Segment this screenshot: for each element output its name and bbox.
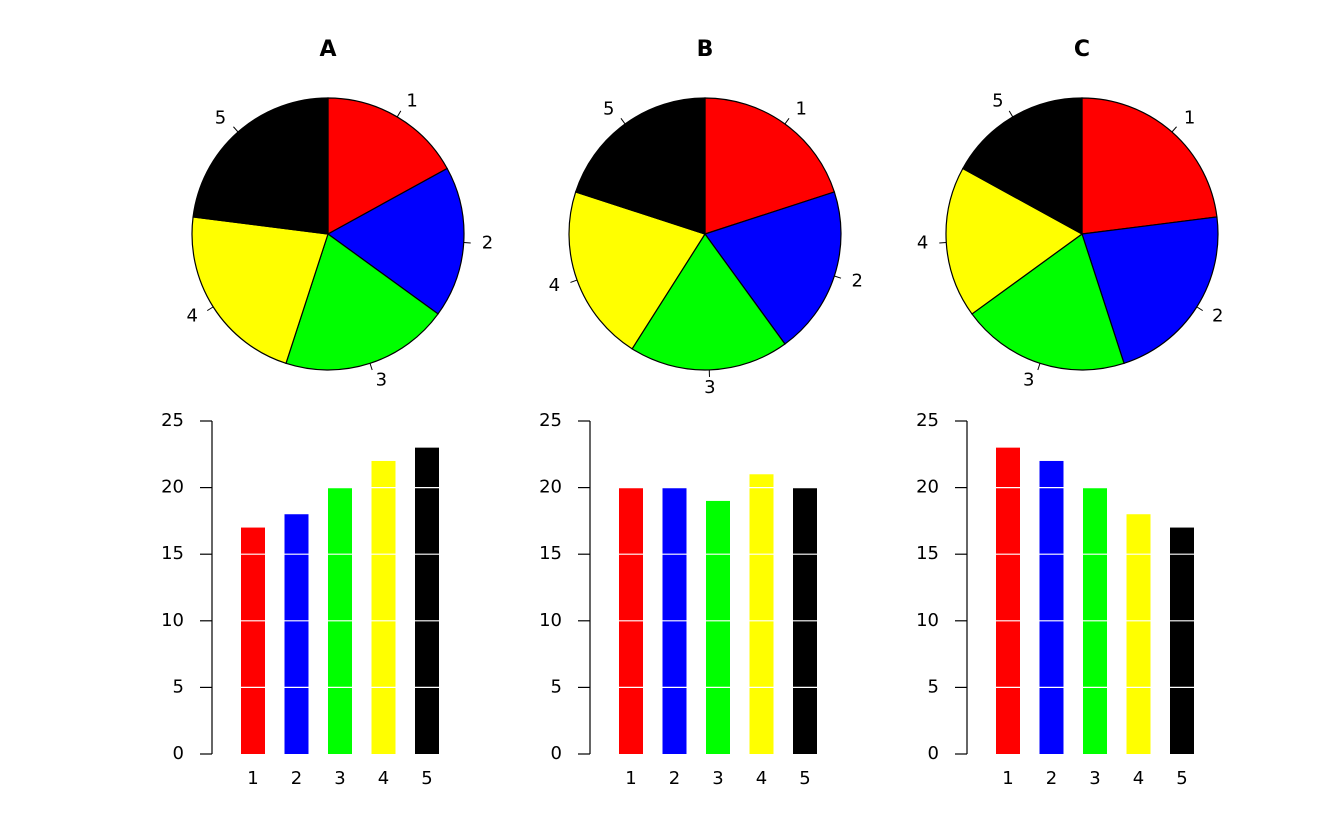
x-tick-label: 1 xyxy=(625,768,636,789)
x-tick-label: 5 xyxy=(1176,768,1187,789)
bar-chart-2: 1 2 3 4 5 0 5 10 15 20 25 xyxy=(539,410,819,789)
pie-slice-label: 1 xyxy=(1184,107,1195,128)
pie-slice-label: 2 xyxy=(482,233,493,254)
panel-title: A xyxy=(319,37,336,62)
x-tick-label: 3 xyxy=(712,768,723,789)
x-tick-label: 4 xyxy=(378,768,389,789)
pie-slice-label: 3 xyxy=(704,377,715,398)
pie-slice-label: 2 xyxy=(1212,306,1223,327)
pie-slice-label: 2 xyxy=(851,271,862,292)
bar-1 xyxy=(241,527,265,754)
x-tick-label: 5 xyxy=(421,768,432,789)
y-tick-label: 25 xyxy=(161,410,184,431)
pie-slice-label: 1 xyxy=(406,90,417,111)
pie-slice-label: 4 xyxy=(187,306,198,327)
y-tick-label: 5 xyxy=(551,676,562,697)
pie-slice-label: 5 xyxy=(992,90,1003,111)
bar-2 xyxy=(1039,460,1064,754)
pie-label-tick xyxy=(233,126,239,133)
pie-chart-a: A 1 2 3 4 5 xyxy=(187,37,494,390)
pie-slice-4 xyxy=(568,191,706,350)
x-tick-label: 4 xyxy=(756,768,767,789)
pie-slice-5 xyxy=(192,97,329,235)
bar-4 xyxy=(371,460,396,754)
bar-5 xyxy=(1170,527,1194,754)
bar-1 xyxy=(996,447,1020,754)
y-tick-label: 5 xyxy=(928,676,939,697)
pie-label-tick xyxy=(369,363,373,371)
x-tick-label: 3 xyxy=(334,768,345,789)
pie-slice-2 xyxy=(326,167,465,315)
y-tick-label: 10 xyxy=(916,610,939,631)
x-tick-label: 1 xyxy=(247,768,258,789)
pie-chart-c: C 1 2 3 4 5 xyxy=(917,37,1224,390)
y-tick-label: 15 xyxy=(916,543,939,564)
pie-label-tick xyxy=(784,118,790,125)
x-tick-label: 5 xyxy=(799,768,810,789)
pie-slice-3 xyxy=(631,232,786,371)
pie-chart-b: B 1 2 3 4 5 xyxy=(549,37,863,398)
panel-title: B xyxy=(697,37,714,62)
y-tick-label: 25 xyxy=(916,410,939,431)
y-tick-label: 0 xyxy=(551,743,562,764)
pie-label-tick xyxy=(1037,363,1041,371)
y-tick-label: 5 xyxy=(173,676,184,697)
pie-slice-1 xyxy=(327,97,448,236)
pie-label-tick xyxy=(1196,306,1204,312)
y-tick-label: 10 xyxy=(539,610,562,631)
y-tick-label: 20 xyxy=(916,477,939,498)
y-tick-label: 20 xyxy=(539,477,562,498)
pie-slice-4 xyxy=(945,167,1084,315)
pie-slice-label: 4 xyxy=(917,233,928,254)
x-tick-label: 2 xyxy=(1046,768,1057,789)
x-tick-label: 2 xyxy=(291,768,302,789)
bar-chart-3: 1 2 3 4 5 0 5 10 15 20 25 xyxy=(916,410,1196,789)
x-tick-label: 4 xyxy=(1133,768,1144,789)
y-tick-label: 0 xyxy=(928,743,939,764)
bar-5 xyxy=(415,447,439,754)
pie-slice-label: 3 xyxy=(1023,369,1034,390)
pie-label-tick xyxy=(834,275,842,279)
y-tick-label: 0 xyxy=(173,743,184,764)
y-tick-label: 15 xyxy=(539,543,562,564)
pie-label-tick xyxy=(620,118,626,125)
bar-4 xyxy=(1126,514,1151,754)
pie-label-tick xyxy=(1008,110,1014,118)
pie-slice-label: 5 xyxy=(603,98,614,119)
pie-label-tick xyxy=(570,279,578,283)
pie-charts-row: A 1 2 3 4 5 B 1 2 3 4 5 C 1 2 3 4 5 xyxy=(187,37,1224,398)
bar-chart-1: 1 2 3 4 5 0 5 10 15 20 25 xyxy=(161,410,441,789)
y-tick-label: 10 xyxy=(161,610,184,631)
pie-slice-1 xyxy=(1081,97,1218,235)
pie-slice-label: 3 xyxy=(376,369,387,390)
x-tick-label: 2 xyxy=(669,768,680,789)
bar-4 xyxy=(749,474,774,754)
pie-slice-label: 4 xyxy=(549,275,560,296)
pie-label-tick xyxy=(1171,126,1177,133)
pie-label-tick xyxy=(396,110,402,118)
pie-slice-label: 5 xyxy=(215,107,226,128)
pie-slice-5 xyxy=(962,97,1083,236)
bar-3 xyxy=(706,500,730,754)
panel-title: C xyxy=(1074,37,1090,62)
y-tick-label: 25 xyxy=(539,410,562,431)
y-tick-label: 15 xyxy=(161,543,184,564)
bar-2 xyxy=(284,514,309,754)
x-tick-label: 3 xyxy=(1089,768,1100,789)
pie-slice-label: 1 xyxy=(796,98,807,119)
pie-label-tick xyxy=(206,306,214,312)
y-tick-label: 20 xyxy=(161,477,184,498)
x-tick-label: 1 xyxy=(1002,768,1013,789)
